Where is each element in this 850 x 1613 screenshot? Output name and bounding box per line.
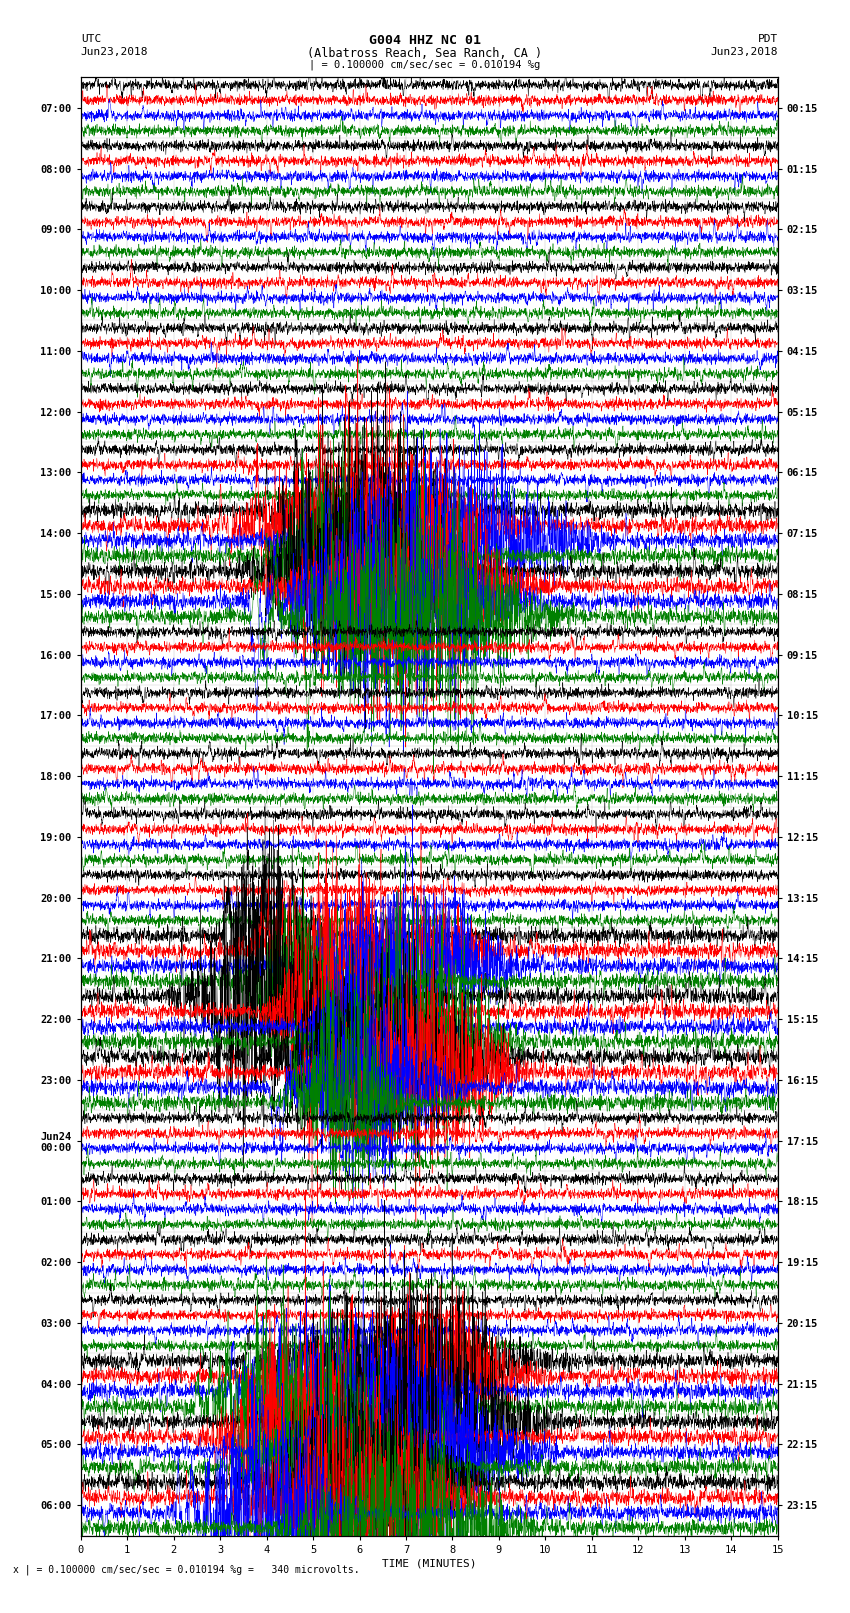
Text: G004 HHZ NC 01: G004 HHZ NC 01 <box>369 34 481 47</box>
X-axis label: TIME (MINUTES): TIME (MINUTES) <box>382 1558 477 1569</box>
Text: Jun23,2018: Jun23,2018 <box>81 47 148 56</box>
Text: | = 0.100000 cm/sec/sec = 0.010194 %g: | = 0.100000 cm/sec/sec = 0.010194 %g <box>309 60 541 71</box>
Text: UTC: UTC <box>81 34 101 44</box>
Text: x | = 0.100000 cm/sec/sec = 0.010194 %g =   340 microvolts.: x | = 0.100000 cm/sec/sec = 0.010194 %g … <box>13 1565 360 1576</box>
Text: PDT: PDT <box>757 34 778 44</box>
Text: Jun23,2018: Jun23,2018 <box>711 47 778 56</box>
Text: (Albatross Reach, Sea Ranch, CA ): (Albatross Reach, Sea Ranch, CA ) <box>308 47 542 60</box>
